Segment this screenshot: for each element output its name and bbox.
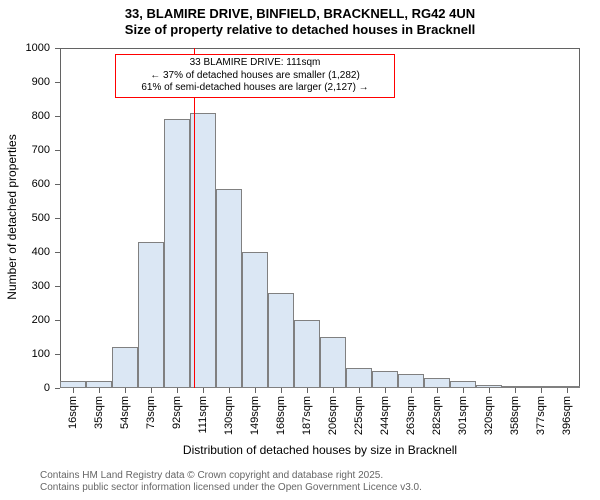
histogram-bar [424,378,450,388]
x-tick-mark [541,388,542,393]
x-tick-mark [99,388,100,393]
histogram-bar [216,189,242,388]
y-tick-mark [55,150,60,151]
y-tick-label: 1000 [0,42,50,54]
x-tick-label: 320sqm [483,396,495,435]
x-tick-mark [229,388,230,393]
histogram-bar [112,347,138,388]
x-tick-mark [567,388,568,393]
x-tick-mark [73,388,74,393]
histogram-bar [294,320,320,388]
x-tick-mark [255,388,256,393]
histogram-bar [372,371,398,388]
x-tick-mark [385,388,386,393]
y-tick-mark [55,48,60,49]
x-tick-label: 244sqm [379,396,391,435]
x-tick-label: 16sqm [67,396,79,429]
annotation-box: 33 BLAMIRE DRIVE: 111sqm ← 37% of detach… [115,54,395,98]
x-tick-mark [177,388,178,393]
histogram-bar [320,337,346,388]
y-tick-label: 800 [0,110,50,122]
y-tick-mark [55,184,60,185]
histogram-bar [60,381,86,388]
y-tick-mark [55,354,60,355]
y-tick-label: 500 [0,212,50,224]
x-tick-mark [489,388,490,393]
footer-attribution: Contains HM Land Registry data © Crown c… [40,470,422,494]
y-tick-mark [55,116,60,117]
x-tick-mark [203,388,204,393]
y-tick-label: 400 [0,246,50,258]
histogram-bar [86,381,112,388]
x-tick-label: 111sqm [197,396,209,434]
histogram-bar [398,374,424,388]
x-tick-mark [437,388,438,393]
footer-line: Contains public sector information licen… [40,482,422,494]
x-tick-mark [281,388,282,393]
histogram-bar [164,119,190,388]
histogram-bar [346,368,372,388]
x-tick-mark [125,388,126,393]
annotation-line: 33 BLAMIRE DRIVE: 111sqm [120,57,390,70]
x-tick-mark [515,388,516,393]
y-tick-label: 700 [0,144,50,156]
x-tick-label: 168sqm [275,396,287,435]
x-tick-mark [359,388,360,393]
y-tick-label: 900 [0,76,50,88]
y-tick-label: 100 [0,348,50,360]
x-tick-label: 73sqm [145,396,157,429]
y-tick-label: 200 [0,314,50,326]
y-tick-label: 300 [0,280,50,292]
x-tick-label: 187sqm [301,396,313,435]
y-tick-mark [55,320,60,321]
x-tick-label: 149sqm [249,396,261,435]
annotation-line: ← 37% of detached houses are smaller (1,… [120,70,390,83]
y-tick-label: 0 [0,382,50,394]
x-tick-label: 396sqm [561,396,573,435]
histogram-bar [450,381,476,388]
x-tick-mark [463,388,464,393]
page-title-line2: Size of property relative to detached ho… [0,22,600,38]
y-tick-mark [55,82,60,83]
page-title-line1: 33, BLAMIRE DRIVE, BINFIELD, BRACKNELL, … [0,6,600,22]
x-tick-label: 282sqm [431,396,443,435]
x-tick-mark [151,388,152,393]
y-tick-mark [55,286,60,287]
y-tick-mark [55,252,60,253]
histogram-bar [242,252,268,388]
x-tick-label: 377sqm [535,396,547,435]
annotation-line: 61% of semi-detached houses are larger (… [120,82,390,95]
x-tick-label: 358sqm [509,396,521,435]
histogram-bar [268,293,294,388]
x-tick-label: 54sqm [119,396,131,429]
x-tick-label: 301sqm [457,396,469,435]
x-tick-mark [333,388,334,393]
reference-line [194,48,195,388]
x-tick-label: 35sqm [93,396,105,429]
x-tick-mark [307,388,308,393]
y-tick-mark [55,218,60,219]
y-tick-label: 600 [0,178,50,190]
x-tick-label: 263sqm [405,396,417,435]
x-tick-label: 130sqm [223,396,235,435]
x-tick-label: 225sqm [353,396,365,435]
y-tick-mark [55,388,60,389]
x-tick-label: 206sqm [327,396,339,435]
footer-line: Contains HM Land Registry data © Crown c… [40,470,422,482]
histogram-bar [138,242,164,388]
x-tick-label: 92sqm [171,396,183,429]
x-axis-title: Distribution of detached houses by size … [60,443,580,457]
x-tick-mark [411,388,412,393]
